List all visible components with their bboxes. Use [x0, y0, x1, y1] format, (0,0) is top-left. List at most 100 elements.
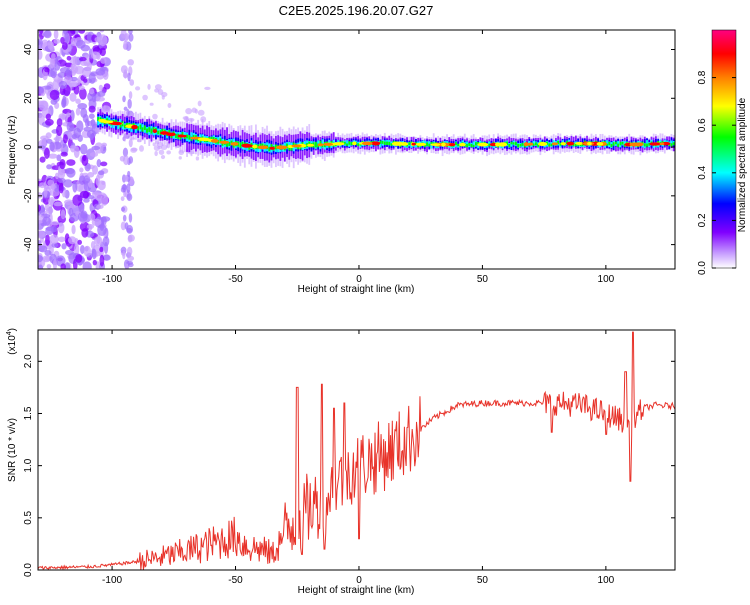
- spectrogram-ridge-cell: [548, 143, 551, 147]
- spectrogram-peak: [241, 143, 252, 148]
- spectrogram-noise-blob: [128, 213, 133, 223]
- spectrogram-noise-blob: [52, 258, 58, 269]
- spectrogram-noise-blob: [99, 254, 105, 267]
- spectrogram-peak: [566, 141, 575, 146]
- spectrogram-y-label: Frequency (Hz): [7, 116, 18, 185]
- spectrogram-ridge-cell: [472, 144, 475, 148]
- spectrogram-noise-blob: [95, 68, 106, 76]
- spectrogram-noise-blob: [127, 234, 135, 242]
- spectrogram-ridge-cell: [455, 142, 457, 145]
- spectrogram-ridge-cell: [175, 133, 177, 138]
- spectrogram-noise-blob: [120, 196, 125, 202]
- spectrogram-peak: [477, 142, 489, 147]
- spectrogram-ridge-cell: [97, 116, 100, 126]
- spectrogram-peak: [333, 142, 345, 146]
- spectrogram-noise-blob: [154, 88, 159, 93]
- x-tick-label: -50: [228, 575, 243, 586]
- spectrogram-noise-blob: [128, 33, 134, 42]
- spectrogram-noise-blob: [68, 207, 74, 217]
- x-tick-label: -100: [102, 274, 122, 285]
- spectrogram-peak: [415, 142, 427, 146]
- spectrogram-ridge-cell: [508, 143, 511, 148]
- spectrogram-peak: [459, 142, 466, 147]
- spectrogram-peak: [411, 142, 416, 146]
- spectrogram-noise-blob: [126, 228, 133, 233]
- spectrogram-noise-blob: [60, 209, 66, 220]
- spectrogram-ridge-cell: [388, 141, 391, 146]
- spectrogram-ridge-cell: [228, 141, 231, 147]
- spectrogram-ridge-cell: [466, 141, 468, 147]
- spectrogram-noise-blob: [58, 236, 66, 243]
- spectrogram-noise-blob: [127, 262, 134, 268]
- spectrogram-noise-blob: [77, 102, 88, 110]
- spectrogram-peak: [551, 142, 559, 146]
- spectrogram-peak: [537, 141, 548, 146]
- spectrogram-noise-blob: [79, 244, 85, 254]
- spectrogram-noise-blob: [64, 32, 69, 44]
- spectrogram-peak: [528, 142, 534, 146]
- spectrogram-ridge-cell: [470, 143, 473, 148]
- spectrogram-noise-blob: [50, 221, 60, 226]
- spectrogram-noise-blob: [83, 78, 88, 83]
- spectrogram-noise-blob: [79, 167, 84, 173]
- spectrogram-ridge-cell: [519, 143, 522, 147]
- spectrogram-noise-blob: [91, 218, 102, 227]
- spectrogram-ridge-cell: [466, 144, 468, 148]
- spectrogram-peak: [307, 143, 315, 147]
- spectrogram-peak: [275, 145, 288, 150]
- spectrogram-noise-blob: [197, 109, 205, 116]
- spectrogram-noise-blob: [97, 224, 107, 236]
- spectrogram-noise-blob: [56, 124, 63, 137]
- spectrogram-ridge-cell: [268, 146, 271, 152]
- spectrogram-noise-blob: [88, 105, 96, 113]
- spectrogram-noise-blob: [99, 246, 104, 253]
- snr-y-ticks: 0.0 0.5 1.0 1.5 2.0: [23, 354, 675, 577]
- spectrogram-noise-blob: [49, 58, 55, 69]
- spectrogram-ridge-cell: [488, 143, 491, 147]
- spectrogram-ridge-cell: [317, 140, 320, 147]
- spectrogram-peak: [352, 141, 357, 146]
- spectrogram-noise-blob: [38, 86, 44, 94]
- spectrogram-noise-blob: [97, 180, 106, 191]
- spectrogram-ridge-cell: [517, 143, 520, 148]
- spectrogram-ridge-cell: [581, 143, 584, 147]
- spectrogram-ridge-cell: [646, 143, 648, 147]
- spectrogram-noise-blob: [98, 84, 103, 92]
- spectrogram-peak: [596, 142, 604, 146]
- spectrogram-ridge-cell: [519, 139, 522, 147]
- spectrogram-noise-blob: [103, 83, 111, 90]
- spectrogram-ridge-cell: [141, 127, 144, 132]
- spectrogram-noise-blob: [129, 79, 135, 86]
- spectrogram-ridge-cell: [430, 142, 433, 149]
- spectrogram-peak: [560, 142, 566, 146]
- spectrogram-ridge-cell: [623, 141, 626, 147]
- spectrogram-ridge-cell: [392, 140, 395, 144]
- spectrogram-frame: [37, 29, 676, 270]
- spectrogram-ridge-cell: [119, 123, 122, 128]
- spectrogram-noise-blob: [102, 254, 111, 261]
- snr-multiplier: (x104): [6, 328, 18, 355]
- spectrogram-noise-blob: [128, 156, 134, 164]
- spectrogram-noise-blob: [91, 91, 97, 103]
- spectrogram-peak: [323, 142, 334, 146]
- spectrogram-noise-blob: [178, 156, 182, 160]
- spectrogram-ridge-cell: [350, 141, 353, 146]
- spectrogram-ridge-cell: [423, 140, 426, 146]
- spectrogram-noise-blob: [103, 241, 109, 254]
- spectrogram-peak: [177, 134, 185, 138]
- spectrogram-noise-blob: [100, 161, 108, 167]
- colorbar-tick-label: 0.4: [697, 165, 708, 179]
- spectrogram-noise-blob: [38, 30, 44, 34]
- spectrogram-noise-blob: [45, 113, 51, 120]
- spectrogram-noise-blob: [80, 210, 88, 219]
- spectrogram-noise-blob: [63, 75, 72, 83]
- spectrogram-noise-blob: [154, 84, 162, 90]
- spectrogram-ridge-cell: [186, 134, 188, 139]
- spectrogram-noise-blob: [51, 225, 58, 233]
- y-tick-label: 40: [23, 44, 34, 56]
- spectrogram-noise-blob: [161, 92, 168, 97]
- spectrogram-noise-blob: [49, 234, 59, 245]
- spectrogram-noise-blob: [96, 159, 102, 168]
- spectrogram-noise-blob: [126, 193, 133, 202]
- spectrogram-noise-blob: [53, 38, 61, 44]
